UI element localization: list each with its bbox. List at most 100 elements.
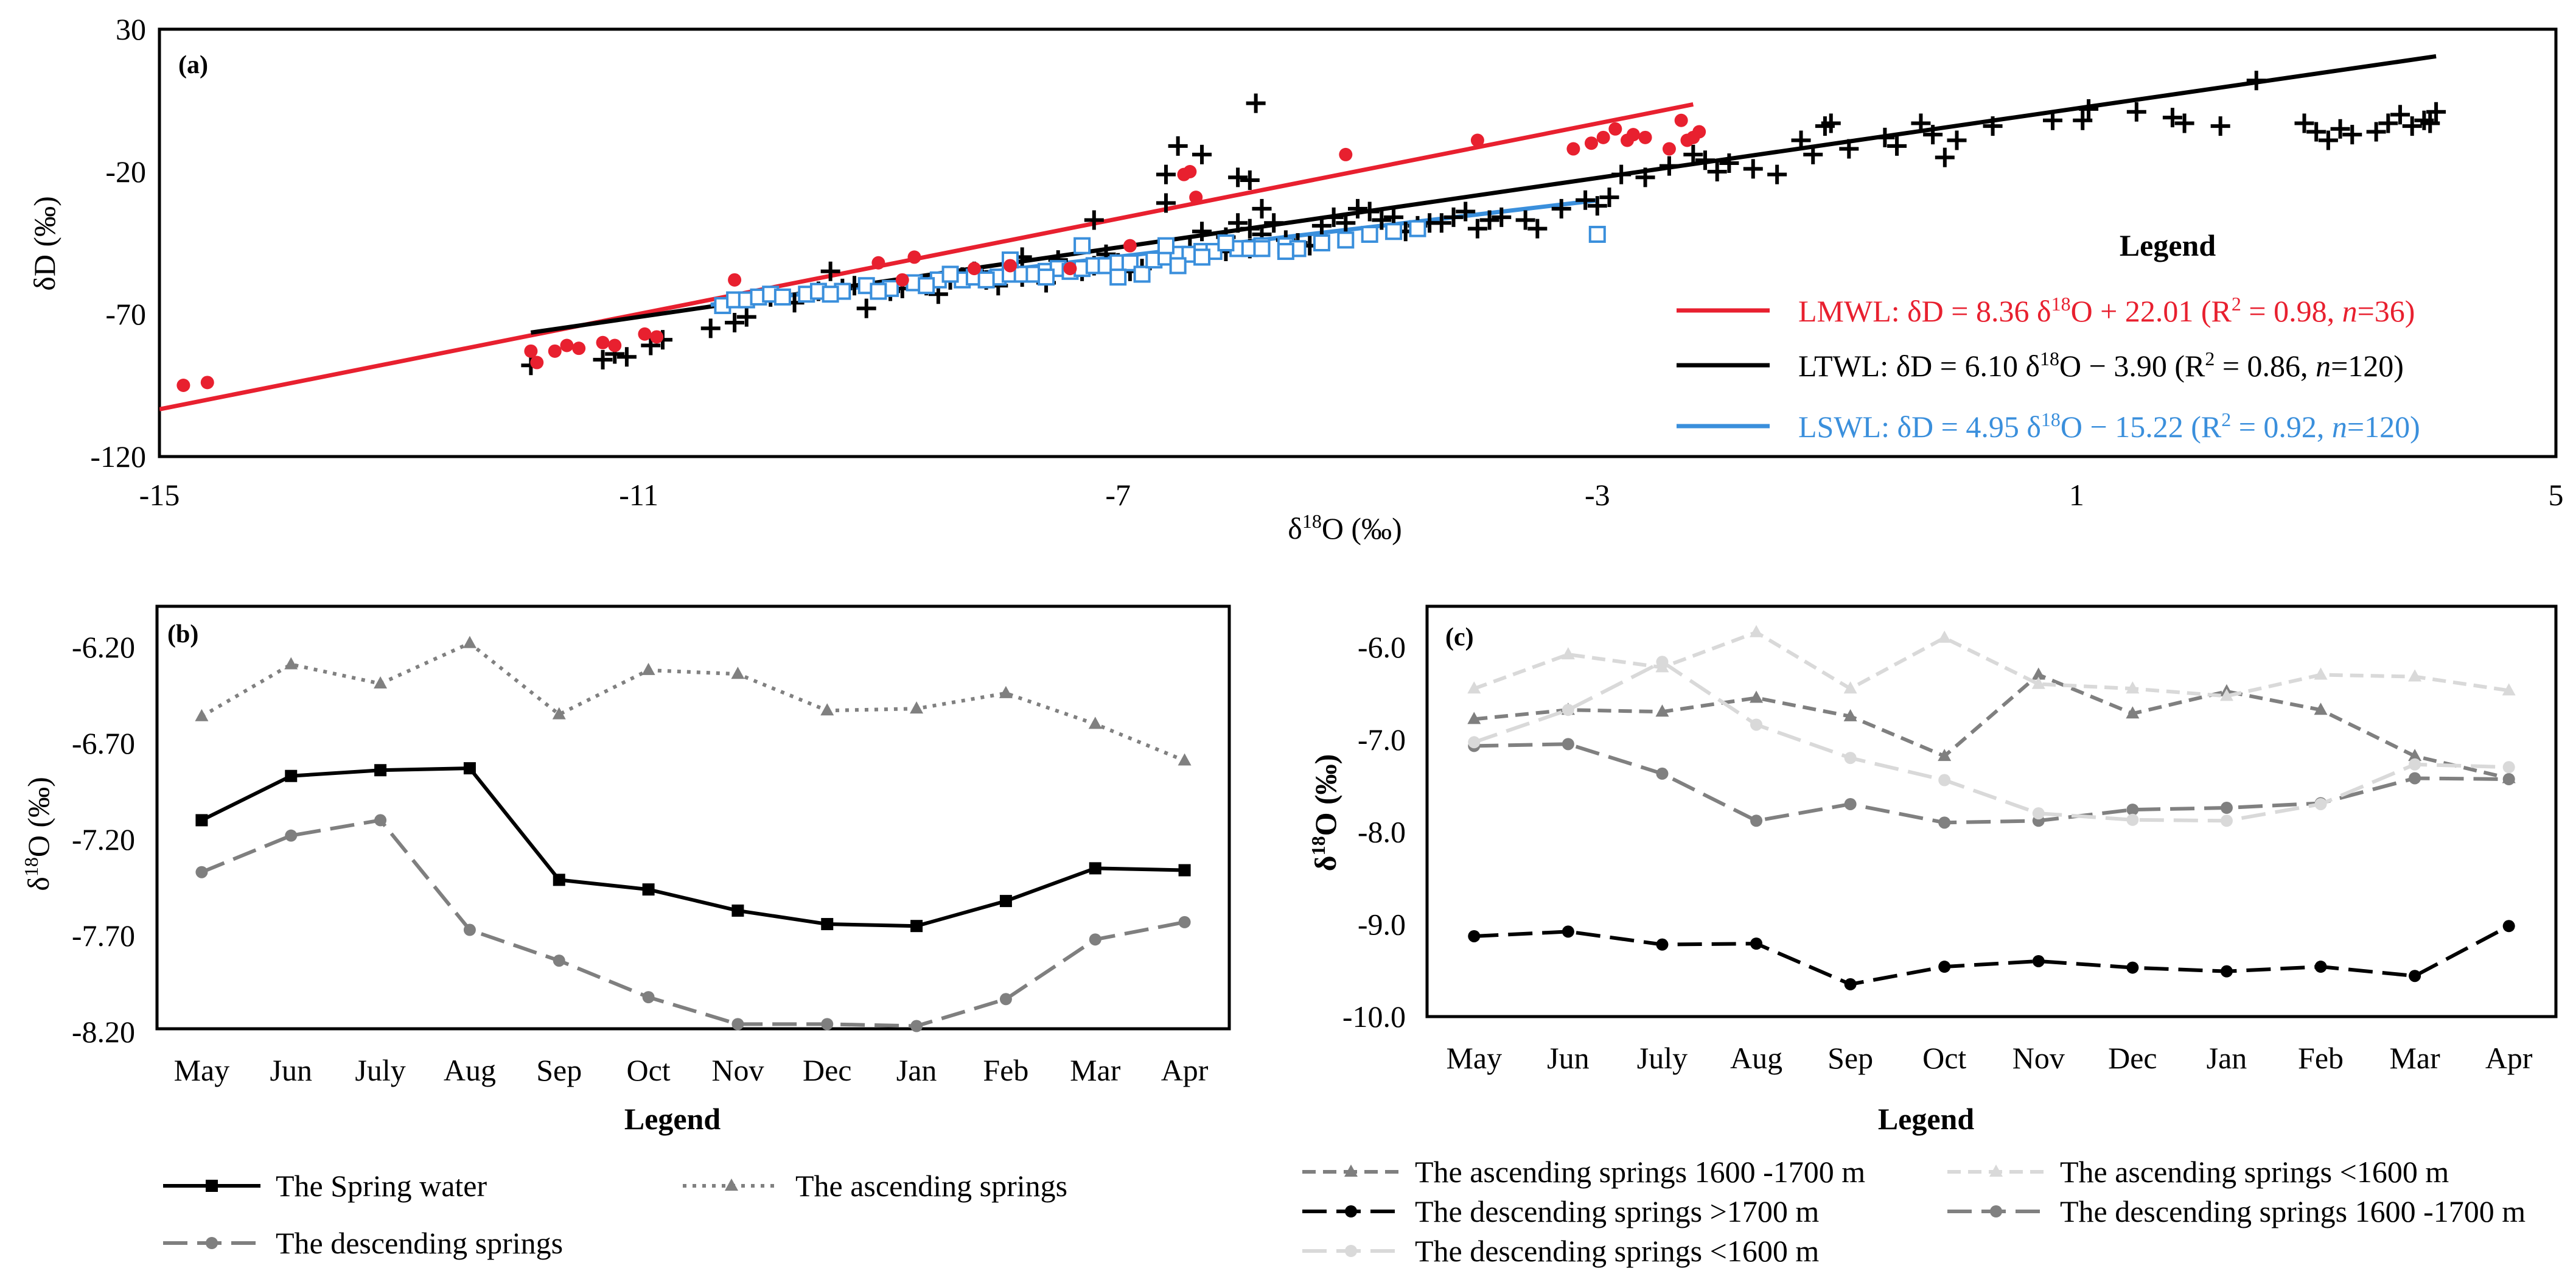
data-point xyxy=(463,923,476,936)
point-spring xyxy=(1551,198,1571,219)
point-spring xyxy=(1252,198,1272,219)
point-surface-water xyxy=(1277,243,1294,261)
point-surface-water xyxy=(1038,268,1055,286)
data-point xyxy=(1938,816,1951,829)
point-spring xyxy=(1803,144,1823,164)
data-point xyxy=(2502,773,2515,786)
data-point xyxy=(1467,681,1481,694)
point-spring xyxy=(856,298,876,318)
panel-b-frame xyxy=(155,604,1231,1031)
series-the-descending-springs-1700-m xyxy=(1468,920,2515,990)
point-surface-water xyxy=(1588,225,1606,243)
data-point xyxy=(2502,920,2515,933)
data-point xyxy=(731,1018,744,1031)
data-point xyxy=(2314,702,2328,715)
data-point xyxy=(553,874,565,886)
x-tick-label: Jan xyxy=(896,1053,937,1087)
panel-a-tag: (a) xyxy=(178,51,208,79)
point-spring xyxy=(2294,113,2314,133)
series-the-ascending-springs-1600-1700-m xyxy=(1467,667,2516,783)
point-surface-water xyxy=(1157,237,1175,254)
x-tick-label: May xyxy=(174,1053,230,1087)
y-tick-label: -6.70 xyxy=(72,726,135,760)
x-tick-label: -7 xyxy=(1105,478,1131,512)
point-spring xyxy=(1348,198,1367,219)
data-point xyxy=(1844,797,1857,810)
x-tick-label: Aug xyxy=(444,1053,496,1087)
panel-c-y-ticks: -6.0 -7.0 -8.0 -9.0 -10.0 xyxy=(1342,630,1406,1034)
data-point xyxy=(910,1020,923,1032)
legend-entry-the-descending-springs: The descending springs xyxy=(163,1226,563,1260)
panel-c-y-axis-label: δ18O (‰) xyxy=(1307,754,1342,872)
point-spring xyxy=(2073,110,2093,130)
point-surface-water xyxy=(1409,220,1426,237)
data-point xyxy=(2409,772,2421,785)
data-point xyxy=(1656,938,1669,951)
legend-label: The descending springs >1700 m xyxy=(1415,1194,1819,1228)
legend-entry-the-ascending-springs: The ascending springs xyxy=(683,1169,1067,1203)
point-precipitation xyxy=(1626,128,1640,142)
x-tick-label: 1 xyxy=(2069,478,2084,512)
legend-label-lswl: LSWL: δD = 4.95 δ18O − 15.22 (R2 = 0.92,… xyxy=(1798,408,2420,444)
series-the-spring-water xyxy=(195,762,1191,933)
data-point xyxy=(642,991,655,1004)
point-surface-water xyxy=(1193,248,1211,266)
legend-label: The ascending springs <1600 m xyxy=(2060,1155,2449,1189)
data-point xyxy=(1656,656,1669,668)
panel-b-legend: Legend The Spring water The ascending spr… xyxy=(163,1102,1067,1260)
x-tick-label: Nov xyxy=(711,1053,764,1087)
x-tick-label: -3 xyxy=(1585,478,1610,512)
point-surface-water xyxy=(1313,234,1330,251)
point-spring xyxy=(1923,125,1943,145)
data-point xyxy=(2314,667,2328,680)
point-spring xyxy=(1839,139,1859,159)
data-point xyxy=(1562,704,1574,716)
point-precipitation xyxy=(1123,239,1137,253)
data-point xyxy=(999,685,1013,698)
point-spring xyxy=(820,261,840,281)
y-tick-label: -7.0 xyxy=(1358,723,1406,757)
point-surface-water xyxy=(870,282,887,300)
legend-entry-the-descending-springs-1600-1700-m: The descending springs 1600 -1700 m xyxy=(1947,1194,2525,1228)
point-precipitation xyxy=(638,327,652,341)
regression-line-lmwl xyxy=(159,102,1694,412)
point-spring xyxy=(1156,164,1176,184)
panel-a-x-ticks: -15 -11 -7 -3 1 5 xyxy=(139,478,2564,512)
data-point xyxy=(1088,716,1102,729)
point-spring xyxy=(1983,116,2003,136)
panel-a-y-axis-label: δD (‰) xyxy=(27,196,61,290)
data-point xyxy=(1938,961,1951,973)
data-point xyxy=(1938,774,1951,786)
panel-b-x-ticks: May Jun July Aug Sep Oct Nov Dec Jan Feb Mar Apr xyxy=(174,1053,1209,1087)
point-spring xyxy=(593,349,613,370)
point-surface-water xyxy=(1073,237,1091,254)
point-spring xyxy=(2210,116,2230,136)
x-tick-label: Feb xyxy=(2298,1041,2344,1075)
panel-c-legend-title: Legend xyxy=(1878,1102,1975,1136)
data-point xyxy=(2126,813,2139,826)
x-tick-label: Apr xyxy=(1161,1053,1209,1087)
legend-marker xyxy=(1345,1245,1357,1257)
data-point xyxy=(910,920,923,933)
point-spring xyxy=(1240,219,1260,239)
series-the-descending-springs-1600-1700-m xyxy=(1468,738,2515,829)
point-spring xyxy=(2318,130,2338,150)
point-surface-water xyxy=(918,277,935,295)
x-tick-label: Sep xyxy=(1827,1041,1873,1075)
y-tick-label: -7.20 xyxy=(72,822,135,856)
panel-c-frame xyxy=(1425,604,2558,1018)
point-spring xyxy=(2390,105,2410,125)
point-spring xyxy=(1264,213,1284,233)
panel-b-y-axis-label: δ18O (‰) xyxy=(20,777,55,891)
legend-label: The ascending springs xyxy=(795,1169,1067,1203)
data-point xyxy=(1089,862,1101,875)
data-point xyxy=(1178,753,1192,766)
x-tick-label: -15 xyxy=(139,478,180,512)
point-spring xyxy=(1821,113,1841,133)
data-point xyxy=(1562,738,1574,751)
point-spring xyxy=(1168,136,1188,156)
point-precipitation xyxy=(1470,133,1484,147)
y-tick-label: -10.0 xyxy=(1342,1000,1406,1034)
legend-marker xyxy=(206,1237,218,1249)
point-spring xyxy=(1431,213,1451,233)
